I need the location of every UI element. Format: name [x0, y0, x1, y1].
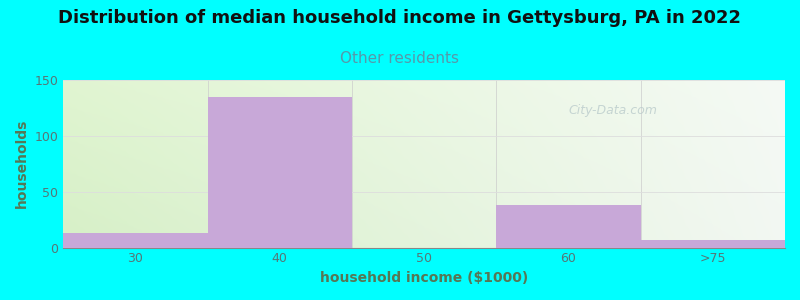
Bar — [208, 97, 352, 248]
Y-axis label: households: households — [15, 119, 29, 208]
Text: Other residents: Other residents — [341, 51, 459, 66]
Text: Distribution of median household income in Gettysburg, PA in 2022: Distribution of median household income … — [58, 9, 742, 27]
Bar — [496, 205, 641, 248]
Text: City-Data.com: City-Data.com — [569, 104, 658, 117]
X-axis label: household income ($1000): household income ($1000) — [320, 271, 528, 285]
Bar — [63, 233, 208, 247]
Bar — [641, 240, 785, 248]
